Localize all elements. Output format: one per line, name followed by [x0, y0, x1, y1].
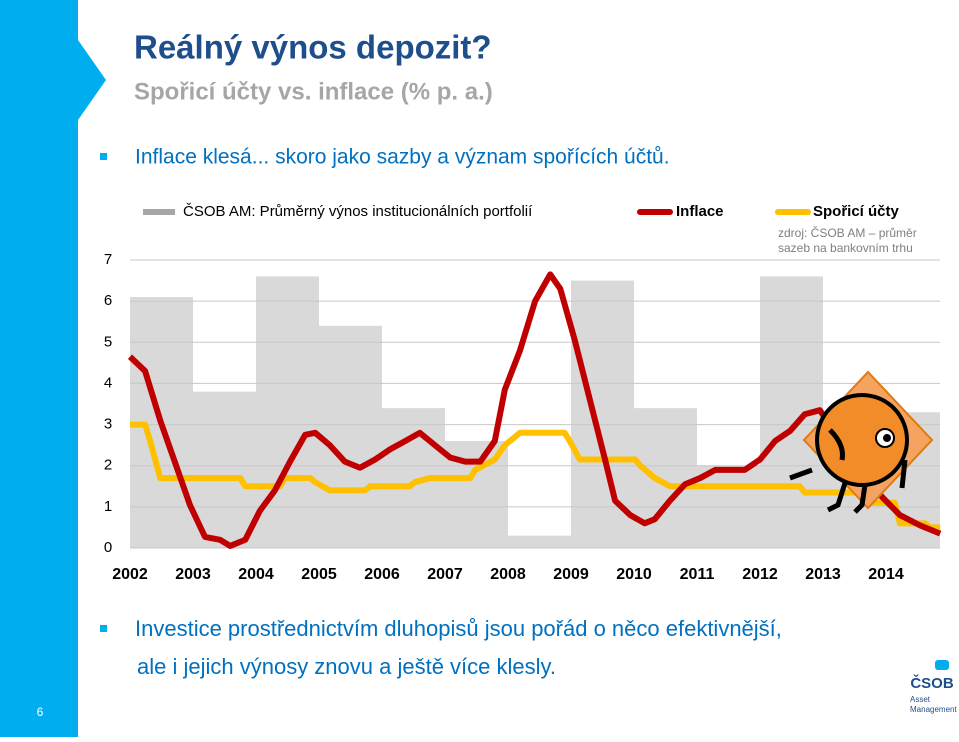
x-tick-label: 2014: [868, 566, 904, 583]
cartoon: [789, 370, 934, 514]
logo-text: Asset: [910, 695, 931, 704]
legend-swatch: [143, 209, 175, 215]
chart: 0 1 2 3 4 5 6 7 2002 2003 2004 2005 2006 2007 2008 2009…: [104, 203, 942, 583]
slide-title: Reálný výnos depozit?: [134, 29, 492, 66]
x-tick-label: 2013: [805, 566, 841, 583]
x-tick-label: 2007: [427, 566, 463, 583]
source-note: sazeb na bankovním trhu: [778, 241, 913, 255]
y-tick-label: 7: [104, 251, 112, 268]
bullet-text: Investice prostřednictvím dluhopisů jsou…: [135, 616, 782, 641]
bar: [571, 280, 634, 548]
y-tick-label: 1: [104, 498, 112, 515]
slide-subtitle: Spořicí účty vs. inflace (% p. a.): [134, 78, 493, 105]
y-tick-label: 2: [104, 457, 112, 474]
bar: [319, 325, 382, 548]
bar: [508, 535, 571, 548]
y-tick-label: 4: [104, 374, 112, 391]
legend-label: Spořicí účty: [813, 203, 900, 220]
page-number: 6: [37, 705, 44, 719]
y-tick-label: 3: [104, 416, 112, 433]
y-tick-label: 6: [104, 292, 112, 309]
legend-label: Inflace: [676, 203, 724, 220]
x-tick-label: 2012: [742, 566, 778, 583]
source-note: zdroj: ČSOB AM – průměr: [778, 225, 917, 240]
y-tick-label: 5: [104, 333, 112, 350]
x-tick-label: 2004: [238, 566, 274, 583]
x-tick-label: 2010: [616, 566, 652, 583]
side-band: [0, 0, 78, 737]
bar: [193, 391, 256, 548]
line: [127, 271, 942, 549]
bar: [634, 408, 697, 548]
legend-label: ČSOB AM: Průměrný výnos institucionálníc…: [183, 203, 533, 220]
y-tick-label: 0: [104, 539, 112, 556]
bullet: [100, 625, 107, 632]
logo-mark: [935, 660, 949, 670]
bullet-text: ale i jejich výnosy znovu a ještě více k…: [137, 654, 556, 679]
x-tick-label: 2009: [553, 566, 589, 583]
bullet-text: Inflace klesá... skoro jako sazby a význ…: [135, 146, 670, 169]
x-tick-label: 2008: [490, 566, 526, 583]
band-arrow: [78, 40, 106, 120]
logo-text: ČSOB: [910, 674, 954, 692]
x-tick-label: 2006: [364, 566, 400, 583]
x-tick-label: 2011: [680, 566, 715, 583]
x-tick-label: 2002: [112, 566, 148, 583]
x-tick-label: 2003: [175, 566, 211, 583]
bullet: [100, 153, 107, 160]
logo-text: Management: [910, 705, 957, 714]
x-tick-label: 2005: [301, 566, 337, 583]
